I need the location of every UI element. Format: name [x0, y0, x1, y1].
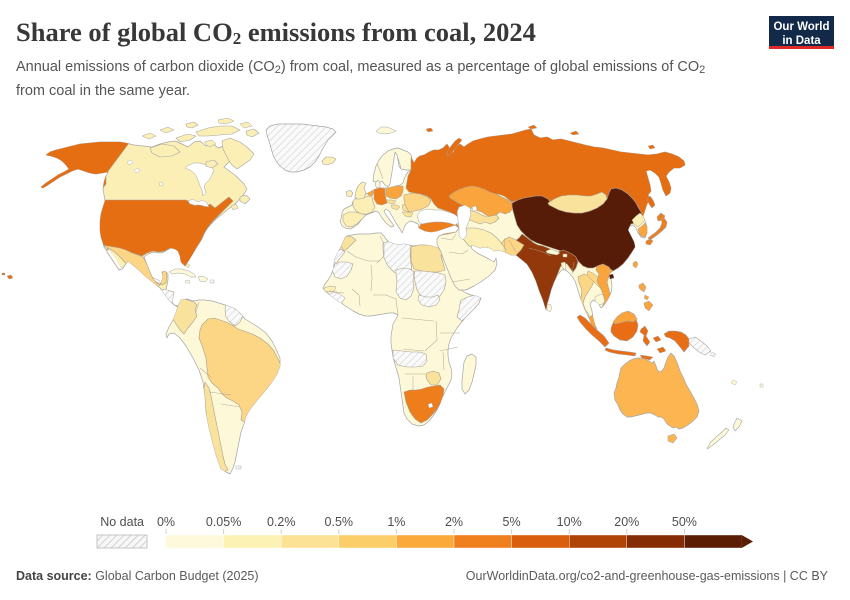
svg-text:5%: 5% — [503, 515, 521, 529]
svg-text:0.2%: 0.2% — [267, 515, 296, 529]
svg-text:0.5%: 0.5% — [325, 515, 354, 529]
svg-text:0%: 0% — [157, 515, 175, 529]
svg-text:2%: 2% — [445, 515, 463, 529]
svg-text:1%: 1% — [387, 515, 405, 529]
svg-text:0.05%: 0.05% — [206, 515, 241, 529]
svg-text:No data: No data — [100, 515, 144, 529]
svg-text:50%: 50% — [672, 515, 697, 529]
svg-text:10%: 10% — [557, 515, 582, 529]
svg-text:20%: 20% — [614, 515, 639, 529]
